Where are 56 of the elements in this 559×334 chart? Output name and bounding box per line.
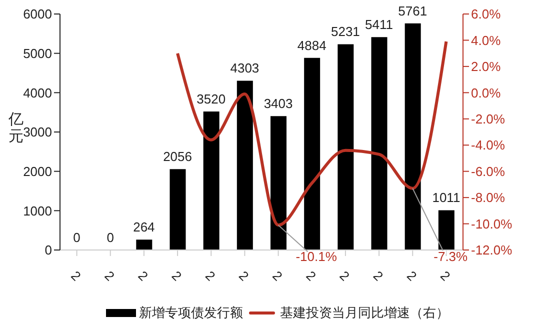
- x-tick-label: 2: [102, 268, 118, 284]
- x-tick-label: 2: [168, 268, 185, 284]
- legend-label: 新增专项债发行额: [138, 304, 243, 322]
- data-label: 2056: [163, 149, 192, 164]
- y-tick-label: 3000: [23, 124, 52, 140]
- x-tick-label: 2: [202, 268, 218, 284]
- y2-tick-label: -12.0%: [471, 242, 513, 258]
- x-tick-label: 2: [336, 268, 353, 284]
- data-label: 5411: [365, 17, 394, 32]
- bar: [371, 37, 388, 250]
- bar: [236, 80, 253, 250]
- y2-tick-label: -8.0%: [471, 190, 506, 206]
- bar: [170, 169, 186, 250]
- data-label: 1011: [432, 190, 460, 206]
- y2-tick-label: -2.0%: [471, 112, 506, 127]
- x-tick-label: 2: [404, 268, 420, 284]
- bar: [270, 116, 286, 250]
- y2-tick-label: 6.0%: [471, 6, 502, 22]
- y-tick-label: 4000: [23, 85, 52, 100]
- x-tick-label: 2: [236, 268, 252, 284]
- y-tick-label: 2000: [23, 164, 52, 179]
- bar: [438, 210, 454, 250]
- y2-tick-label: -4.0%: [471, 138, 506, 153]
- y-axis-title: 亿元: [8, 111, 24, 145]
- data-label: 3403: [264, 96, 293, 112]
- data-label: -10.1%: [296, 249, 338, 264]
- data-label: -7.3%: [434, 249, 468, 264]
- bar: [136, 240, 152, 250]
- bar: [404, 23, 421, 250]
- y2-tick-label: -10.0%: [471, 216, 513, 232]
- x-tick-label: 2: [68, 268, 84, 284]
- data-label: 0: [106, 230, 114, 245]
- data-label: 5231: [330, 24, 360, 40]
- y2-tick-label: 4.0%: [471, 32, 502, 48]
- data-label: 0: [73, 230, 80, 245]
- x-tick-label: 2: [438, 268, 454, 284]
- x-tick-label: 2: [303, 268, 319, 284]
- bar: [203, 112, 220, 250]
- data-label: 264: [133, 220, 155, 235]
- bar: [304, 58, 320, 250]
- y2-tick-label: -6.0%: [471, 164, 506, 179]
- y-tick-label: 1000: [23, 203, 52, 218]
- y-tick-label: 5000: [23, 46, 52, 61]
- y2-tick-label: 0.0%: [471, 85, 502, 100]
- x-tick-label: 2: [270, 268, 286, 284]
- y-tick-label: 6000: [23, 6, 52, 22]
- data-label: 3520: [196, 92, 226, 107]
- y-tick-label: 0: [44, 242, 52, 258]
- data-label: 4303: [230, 60, 260, 76]
- data-label: 4884: [297, 38, 326, 53]
- x-tick-label: 2: [135, 268, 152, 284]
- legend-label: 基建投资当月同比增速（右）: [279, 304, 449, 322]
- x-tick-label: 2: [370, 268, 386, 284]
- y2-tick-label: 2.0%: [471, 59, 502, 74]
- bar: [338, 44, 354, 250]
- data-label: 5761: [398, 3, 428, 18]
